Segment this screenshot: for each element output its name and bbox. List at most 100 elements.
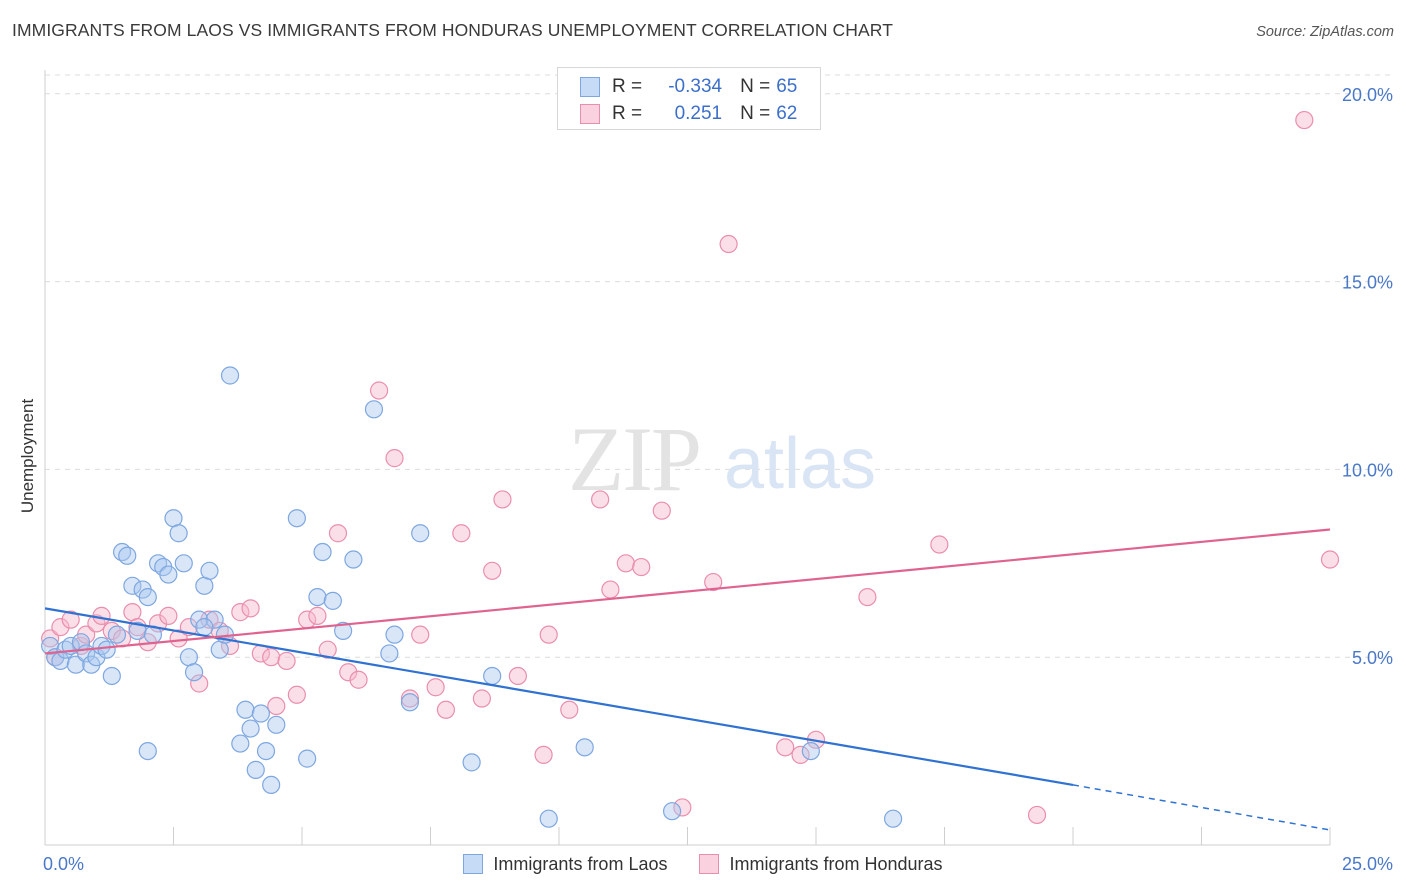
honduras-point — [493, 490, 512, 509]
honduras-point — [318, 640, 337, 659]
laos-point — [164, 509, 183, 528]
laos-point — [128, 621, 147, 641]
laos-trend-line — [44, 607, 1074, 786]
laos-point — [313, 542, 332, 562]
honduras-point — [169, 629, 188, 648]
honduras-point — [159, 606, 178, 625]
laos-point — [200, 561, 219, 580]
laos-point — [205, 610, 224, 629]
honduras-point — [426, 678, 445, 697]
laos-point — [231, 734, 250, 753]
honduras-point — [267, 696, 286, 716]
series-legend: Immigrants from Laos Immigrants from Hon… — [0, 851, 1406, 877]
legend-item-laos[interactable]: Immigrants from Laos — [463, 854, 667, 875]
laos-point — [308, 587, 327, 607]
laos-point — [462, 753, 481, 772]
legend-label-laos: Immigrants from Laos — [493, 853, 668, 874]
tick-labels: 5.0% 10.0% 15.0% 20.0% 0.0% 25.0% — [43, 85, 1393, 874]
laos-point — [256, 741, 276, 761]
legend-item-honduras[interactable]: Immigrants from Honduras — [699, 853, 943, 875]
axes — [44, 70, 1331, 846]
honduras-points — [41, 110, 1340, 825]
stats-row-honduras: R = 0.251 N = 62 — [580, 101, 797, 127]
laos-point — [801, 741, 820, 761]
honduras-trend-line — [44, 528, 1331, 655]
honduras-point — [632, 557, 651, 577]
laos-point — [411, 524, 430, 543]
laos-point — [195, 576, 214, 595]
laos-point — [483, 666, 502, 686]
y-tick-label: 5.0% — [1352, 648, 1393, 668]
laos-point — [174, 554, 193, 573]
laos-point — [107, 625, 127, 644]
honduras-point — [776, 738, 795, 757]
y-tick-label: 15.0% — [1342, 273, 1393, 293]
n-label: N = — [740, 76, 771, 97]
laos-point — [662, 802, 682, 821]
honduras-point — [452, 524, 471, 543]
n-value-honduras: 62 — [776, 103, 798, 124]
laos-point — [575, 738, 594, 757]
honduras-swatch — [580, 104, 600, 124]
laos-point — [323, 591, 342, 610]
honduras-point — [930, 535, 949, 554]
honduras-point — [591, 490, 610, 509]
laos-swatch — [580, 77, 600, 97]
stats-row-laos: R = -0.334 N = 65 — [580, 74, 797, 100]
laos-point — [179, 648, 199, 667]
source-label: Source: ZipAtlas.com — [1256, 24, 1394, 40]
x-tick-label-min: 0.0% — [43, 854, 84, 874]
honduras-point — [858, 587, 877, 607]
honduras-point — [436, 700, 456, 719]
honduras-point — [308, 606, 327, 625]
honduras-point — [616, 554, 635, 573]
chart-title: IMMIGRANTS FROM LAOS VS IMMIGRANTS FROM … — [12, 20, 894, 40]
laos-point — [210, 640, 229, 659]
gridlines — [45, 74, 1392, 658]
y-tick-label: 20.0% — [1342, 85, 1393, 105]
honduras-point — [704, 572, 723, 592]
honduras-point — [231, 603, 250, 622]
honduras-point — [1295, 110, 1314, 130]
honduras-point — [719, 234, 738, 254]
honduras-point — [791, 745, 810, 764]
laos-point — [169, 524, 188, 543]
laos-point — [41, 636, 60, 656]
honduras-point — [560, 700, 579, 719]
honduras-point — [1027, 805, 1047, 825]
laos-point — [262, 775, 281, 795]
honduras-point — [328, 524, 348, 543]
laos-point — [539, 809, 558, 828]
honduras-point — [1320, 550, 1340, 569]
n-label: N = — [740, 103, 771, 124]
laos-point — [102, 666, 121, 686]
laos-point — [184, 663, 204, 682]
laos-point — [220, 366, 240, 385]
honduras-point — [262, 648, 281, 667]
honduras-point — [601, 580, 620, 599]
n-value-laos: 65 — [776, 76, 798, 97]
laos-point — [267, 715, 286, 734]
laos-point — [400, 693, 420, 712]
r-label: R = — [612, 76, 643, 97]
laos-point — [298, 749, 317, 768]
legend-label-honduras: Immigrants from Honduras — [729, 853, 943, 874]
laos-point — [287, 509, 306, 528]
honduras-legend-swatch — [699, 854, 720, 874]
laos-point — [883, 809, 903, 828]
honduras-point — [339, 663, 358, 682]
trend-lines — [44, 528, 1331, 831]
honduras-point — [51, 618, 70, 637]
honduras-point — [508, 666, 527, 686]
watermark: ZIP atlas — [568, 408, 876, 510]
laos-point — [138, 587, 157, 607]
laos-point — [123, 576, 142, 595]
laos-point — [241, 719, 260, 738]
y-axis-label: Unemployment — [18, 398, 37, 514]
r-value-honduras: 0.251 — [674, 103, 723, 124]
laos-point — [380, 644, 399, 663]
laos-point — [159, 565, 178, 584]
honduras-point — [472, 689, 491, 708]
honduras-point — [534, 745, 553, 764]
laos-point — [364, 400, 384, 419]
